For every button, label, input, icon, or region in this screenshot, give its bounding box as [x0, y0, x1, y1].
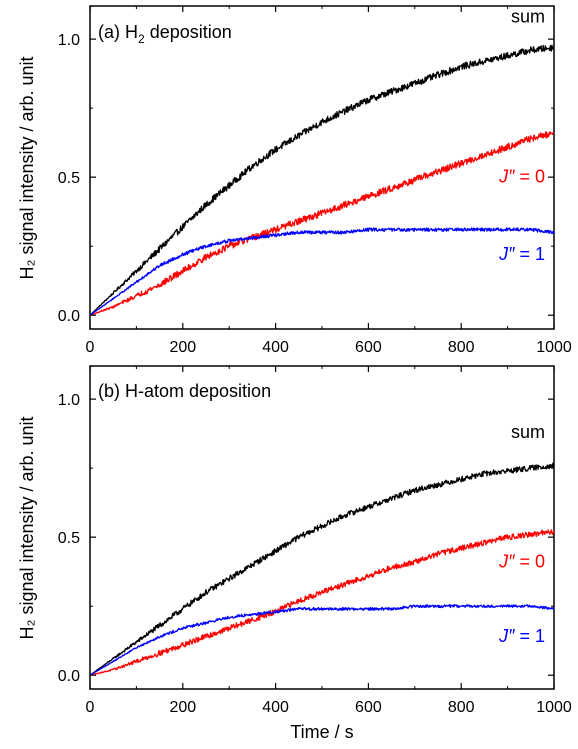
series-label-b-2: J″ = 1 [498, 626, 545, 646]
x-tick-label-b-800: 800 [448, 699, 475, 716]
x-tick-label-b-400: 400 [262, 699, 289, 716]
panel-a: sum J″ = 0 J″ = 1 0 200 400 600 800 1000 0.0 0.5 1… [58, 5, 572, 356]
y-tick-label-b-0: 0.0 [58, 668, 80, 685]
axes-a: 0 200 400 600 800 1000 0.0 0.5 1.0 [58, 6, 572, 356]
series-line-b-2 [89, 604, 555, 676]
x-tick-label-a-200: 200 [169, 339, 196, 356]
x-tick-label-b-200: 200 [169, 699, 196, 716]
y-tick-label-a-0: 0.0 [58, 308, 80, 325]
y-tick-label-a-2: 1.0 [58, 32, 80, 49]
series-layer-b: sum J″ = 0 J″ = 1 [89, 422, 555, 676]
x-tick-label-a-400: 400 [262, 339, 289, 356]
y-tick-label-b-1: 0.5 [58, 530, 80, 547]
series-label-b-0: sum [511, 422, 545, 442]
series-line-b-1 [89, 529, 555, 676]
plot-frame-a [89, 5, 555, 330]
x-axis-title: Time / s [290, 722, 353, 742]
series-line-a-1 [89, 131, 555, 316]
series-line-a-0 [89, 44, 555, 316]
y-tick-label-a-1: 0.5 [58, 170, 80, 187]
panel-label-a: (a) H2 deposition [98, 22, 232, 46]
x-tick-label-a-0: 0 [86, 339, 95, 356]
x-tick-label-b-600: 600 [355, 699, 382, 716]
x-tick-label-a-1000: 1000 [536, 339, 572, 356]
y-tick-label-b-2: 1.0 [58, 392, 80, 409]
series-line-a-2 [89, 227, 555, 316]
y-axis-title-b: H₂ signal intensity / arb. unit [17, 416, 37, 639]
series-label-a-1: J″ = 0 [498, 167, 545, 187]
series-label-a-2: J″ = 1 [498, 244, 545, 264]
x-tick-label-b-0: 0 [86, 699, 95, 716]
x-tick-label-b-1000: 1000 [536, 699, 572, 716]
y-axis-title-a: H₂ signal intensity / arb. unit [17, 56, 37, 279]
panel-b: sum J″ = 0 J″ = 1 0 200 400 600 800 1000 0.0 0.5 1… [58, 365, 572, 716]
series-label-a-0: sum [511, 7, 545, 27]
series-layer-a: sum J″ = 0 J″ = 1 [89, 7, 555, 316]
x-tick-label-a-800: 800 [448, 339, 475, 356]
panel-label-b: (b) H-atom deposition [98, 381, 271, 401]
x-tick-label-a-600: 600 [355, 339, 382, 356]
series-label-b-1: J″ = 0 [498, 552, 545, 572]
series-line-b-0 [89, 462, 555, 676]
axes-b: 0 200 400 600 800 1000 0.0 0.5 1.0 [58, 366, 572, 716]
